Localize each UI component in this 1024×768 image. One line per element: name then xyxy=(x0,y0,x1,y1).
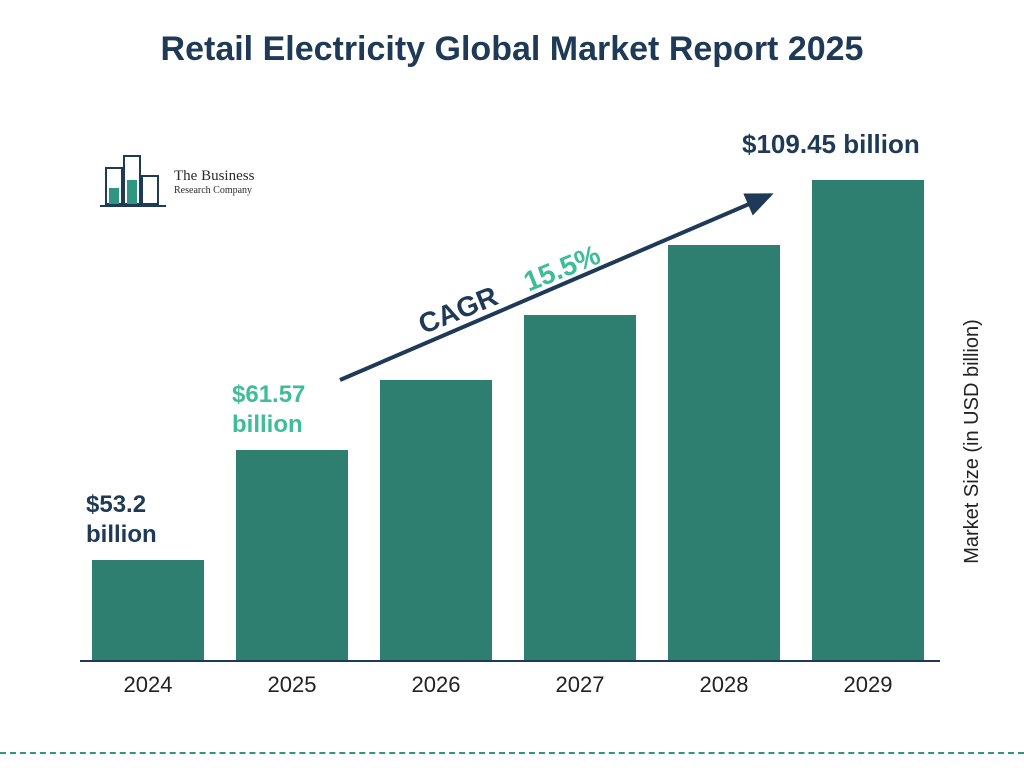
x-axis-line xyxy=(80,660,940,662)
bottom-divider xyxy=(0,752,1024,754)
bar xyxy=(380,380,492,660)
bar xyxy=(668,245,780,660)
chart-page: Retail Electricity Global Market Report … xyxy=(0,0,1024,768)
y-axis-label: Market Size (in USD billion) xyxy=(961,319,984,564)
value-callout: $53.2billion xyxy=(86,490,157,550)
x-axis-category: 2029 xyxy=(802,672,934,698)
bar xyxy=(812,180,924,660)
value-callout: $109.45 billion xyxy=(742,128,920,161)
bar xyxy=(524,315,636,660)
x-axis-category: 2025 xyxy=(226,672,358,698)
x-axis-category: 2024 xyxy=(82,672,214,698)
bar xyxy=(236,450,348,660)
bar xyxy=(92,560,204,660)
value-callout: $61.57billion xyxy=(232,380,305,440)
x-axis-category: 2027 xyxy=(514,672,646,698)
x-axis-category: 2026 xyxy=(370,672,502,698)
x-axis-category: 2028 xyxy=(658,672,790,698)
